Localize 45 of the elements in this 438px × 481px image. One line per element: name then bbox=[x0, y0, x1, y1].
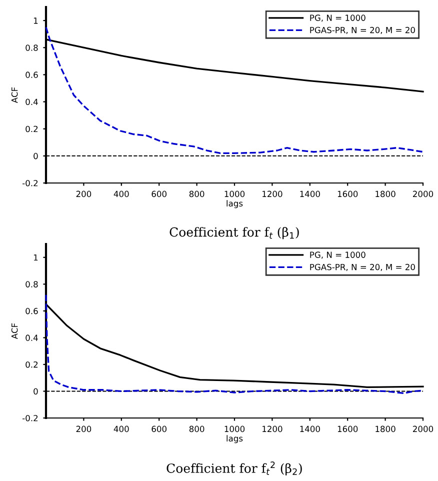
x-tick-label: 600 bbox=[152, 190, 166, 198]
y-tick-label: 0.6 bbox=[26, 72, 38, 78]
x-axis-title: lags bbox=[226, 435, 243, 444]
x-tick-label: 1200 bbox=[262, 426, 282, 432]
y-tick-label: 0.4 bbox=[26, 334, 38, 341]
text: Coefficient for f$_{t}$$^{2}$ (β$_{2}$) bbox=[166, 462, 302, 476]
legend-label: PGAS-PR, N = 20, M = 20 bbox=[310, 264, 415, 272]
y-tick-label: 1 bbox=[34, 18, 38, 24]
legend-label: PGAS-PR, N = 20, M = 20 bbox=[310, 26, 415, 34]
x-tick-label: 1800 bbox=[376, 190, 396, 198]
x-tick-label: 800 bbox=[189, 426, 204, 432]
y-tick-label: -0.2 bbox=[22, 180, 38, 186]
x-tick-label: 1400 bbox=[300, 426, 320, 432]
x-tick-label: 800 bbox=[189, 190, 204, 198]
y-tick-label: 0.2 bbox=[26, 126, 38, 132]
y-tick-label: 0.4 bbox=[26, 98, 38, 106]
x-tick-label: 1800 bbox=[376, 426, 396, 432]
x-axis-title: lags bbox=[226, 200, 243, 208]
line-series bbox=[45, 26, 424, 154]
y-axis-title: ACF bbox=[11, 87, 18, 104]
y-axis-title: ACF bbox=[11, 323, 18, 340]
y-tick-label: 0.2 bbox=[26, 361, 38, 368]
x-tick-label: 400 bbox=[114, 426, 129, 432]
x-tick-label: 1600 bbox=[338, 190, 358, 198]
x-tick-label: 200 bbox=[76, 190, 92, 198]
y-tick-label: 0.6 bbox=[26, 308, 38, 314]
legend-label: PG, N = 1000 bbox=[310, 252, 366, 259]
x-tick-label: 400 bbox=[114, 190, 129, 198]
y-tick-label: 0.8 bbox=[26, 44, 38, 51]
y-tick-label: -0.2 bbox=[22, 414, 38, 422]
text: Coefficient for f$_{t}$ (β$_{1}$) bbox=[170, 227, 299, 240]
x-tick-label: 1600 bbox=[338, 426, 358, 432]
y-tick-label: 0 bbox=[34, 388, 38, 395]
y-tick-label: 0 bbox=[34, 152, 38, 160]
x-tick-label: 600 bbox=[152, 426, 166, 432]
x-tick-label: 2000 bbox=[413, 190, 434, 198]
x-tick-label: 1400 bbox=[300, 190, 320, 198]
x-tick-label: 1000 bbox=[224, 190, 245, 198]
y-tick-label: 1 bbox=[34, 254, 38, 261]
x-tick-label: 200 bbox=[76, 426, 92, 432]
y-tick-label: 0.8 bbox=[26, 281, 38, 288]
legend-label: PG, N = 1000 bbox=[310, 14, 366, 22]
x-tick-label: 1000 bbox=[224, 426, 245, 432]
x-tick-label: 1200 bbox=[262, 190, 282, 198]
x-tick-label: 2000 bbox=[413, 426, 434, 432]
